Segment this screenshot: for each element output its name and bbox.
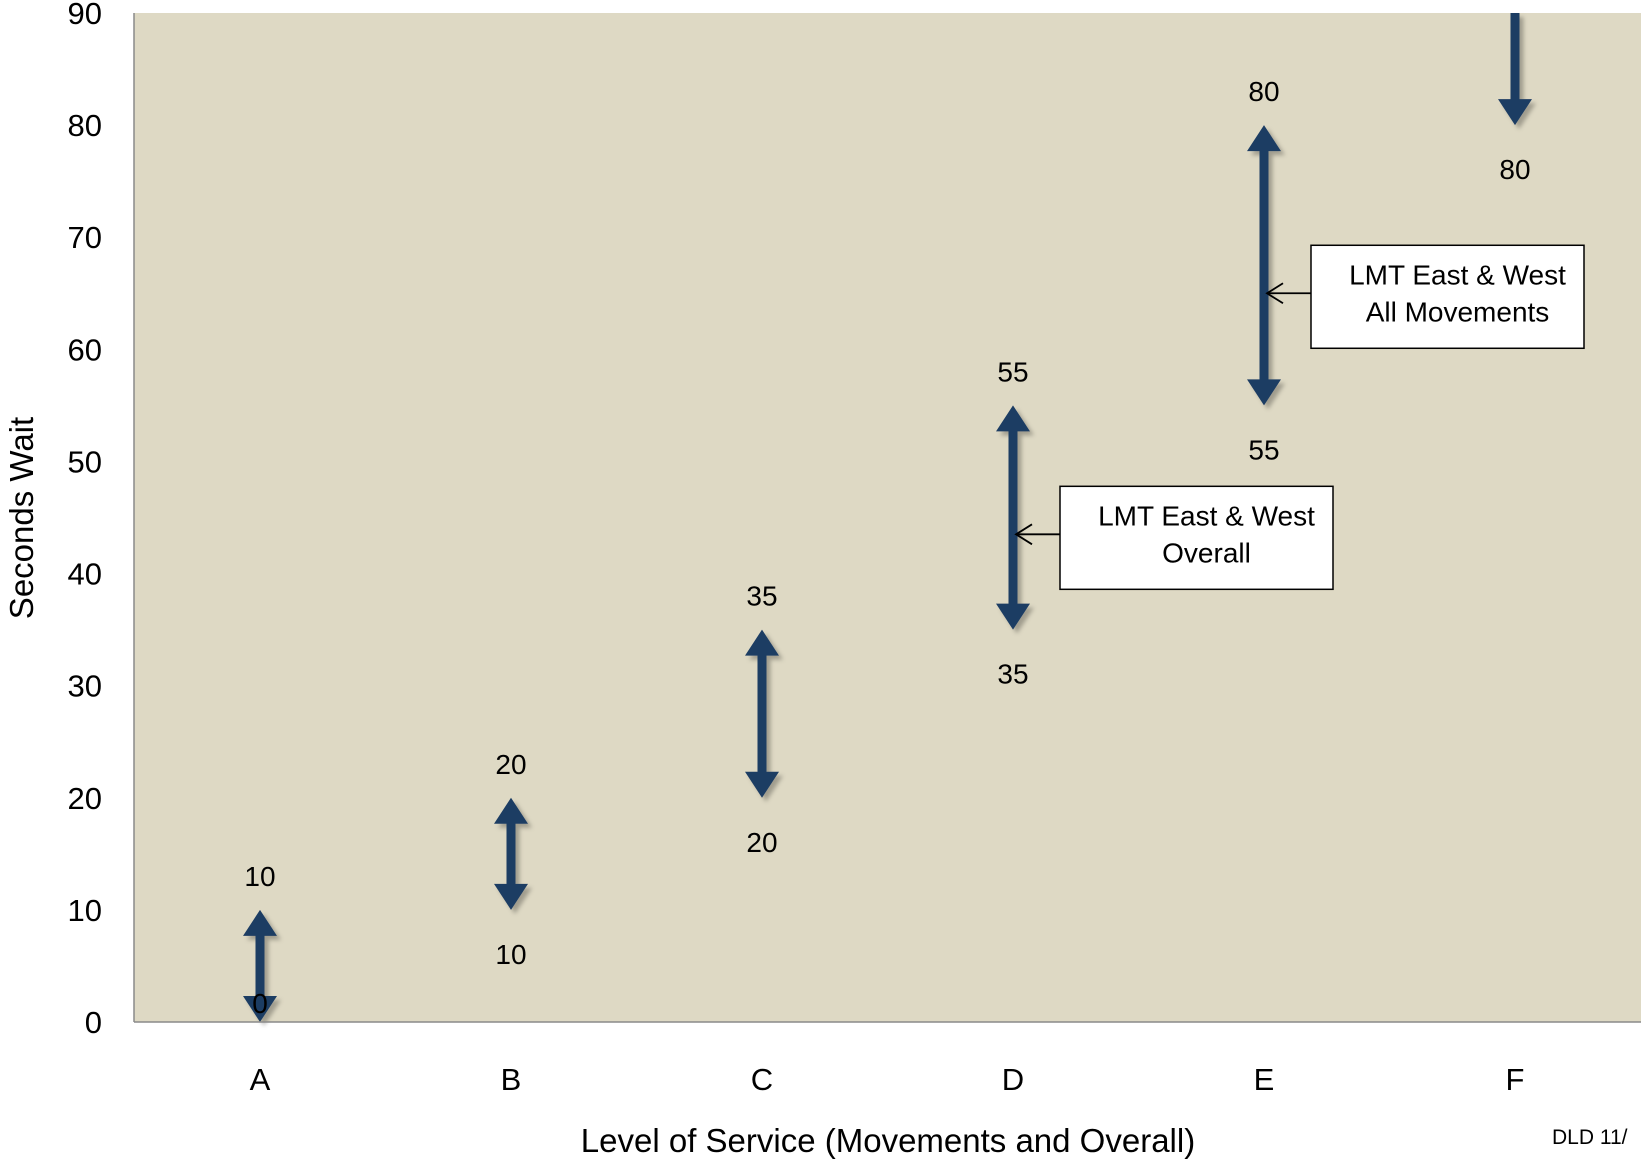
range-low-label: 35 xyxy=(997,659,1028,690)
y-tick-label: 80 xyxy=(68,108,102,143)
x-tick-label: B xyxy=(501,1062,522,1097)
y-tick-label: 40 xyxy=(68,557,102,592)
callout-arrowhead xyxy=(1014,523,1033,546)
y-axis-ticks: 0 10 20 30 40 50 60 70 80 90 xyxy=(68,0,102,1040)
y-tick-label: 60 xyxy=(68,332,102,367)
range-arrow-shape xyxy=(494,797,528,910)
x-tick-label: D xyxy=(1002,1062,1024,1097)
x-axis-ticks: A B C D E F xyxy=(250,1062,1525,1097)
range-low-label: 55 xyxy=(1248,434,1279,465)
range-low-label: 0 xyxy=(252,988,268,1019)
plot-area xyxy=(134,13,1641,1022)
range-high-label: 35 xyxy=(746,581,777,612)
range-arrow: 80 xyxy=(1498,13,1532,185)
range-arrow: 35 20 xyxy=(745,581,779,858)
callout-box xyxy=(1059,485,1334,591)
callout: LMT East & West All Movements xyxy=(1265,244,1585,350)
x-tick-label: C xyxy=(751,1062,773,1097)
callout-text: All Movements xyxy=(1366,296,1550,327)
footer-text: DLD 11/ xyxy=(1552,1126,1628,1149)
range-arrow-shape xyxy=(745,629,779,798)
x-tick-label: A xyxy=(250,1062,271,1097)
callout-text: LMT East & West xyxy=(1349,259,1566,290)
range-arrow-shape xyxy=(1247,125,1281,406)
y-tick-label: 90 xyxy=(68,0,102,31)
callout-text: Overall xyxy=(1162,537,1251,568)
y-tick-label: 0 xyxy=(85,1005,102,1040)
range-arrow: 80 55 xyxy=(1247,76,1281,465)
range-low-label: 20 xyxy=(746,827,777,858)
y-axis-title: Seconds Wait xyxy=(3,417,40,619)
range-arrow-shape xyxy=(243,909,277,1022)
callout-box xyxy=(1310,244,1585,350)
range-high-label: 20 xyxy=(495,749,526,780)
callout-arrowhead xyxy=(1265,282,1284,305)
range-arrow-shape xyxy=(996,405,1030,630)
y-tick-label: 70 xyxy=(68,220,102,255)
range-arrow: 55 35 xyxy=(996,356,1030,690)
callout: LMT East & West Overall xyxy=(1014,485,1334,591)
range-high-label: 55 xyxy=(997,356,1028,387)
x-tick-label: E xyxy=(1254,1062,1275,1097)
callouts: LMT East & West Overall LMT East & West All… xyxy=(1014,244,1585,591)
y-tick-label: 20 xyxy=(68,781,102,816)
range-high-label: 80 xyxy=(1248,76,1279,107)
range-low-label: 10 xyxy=(495,939,526,970)
y-tick-label: 10 xyxy=(68,893,102,928)
x-tick-label: F xyxy=(1506,1062,1525,1097)
range-arrow: 10 0 xyxy=(243,861,277,1022)
range-arrow-shape xyxy=(1498,13,1532,126)
x-axis-title: Level of Service (Movements and Overall) xyxy=(581,1122,1195,1159)
callout-text: LMT East & West xyxy=(1098,500,1315,531)
y-tick-label: 50 xyxy=(68,444,102,479)
y-tick-label: 30 xyxy=(68,669,102,704)
range-high-label: 10 xyxy=(244,861,275,892)
range-low-label: 80 xyxy=(1499,154,1530,185)
